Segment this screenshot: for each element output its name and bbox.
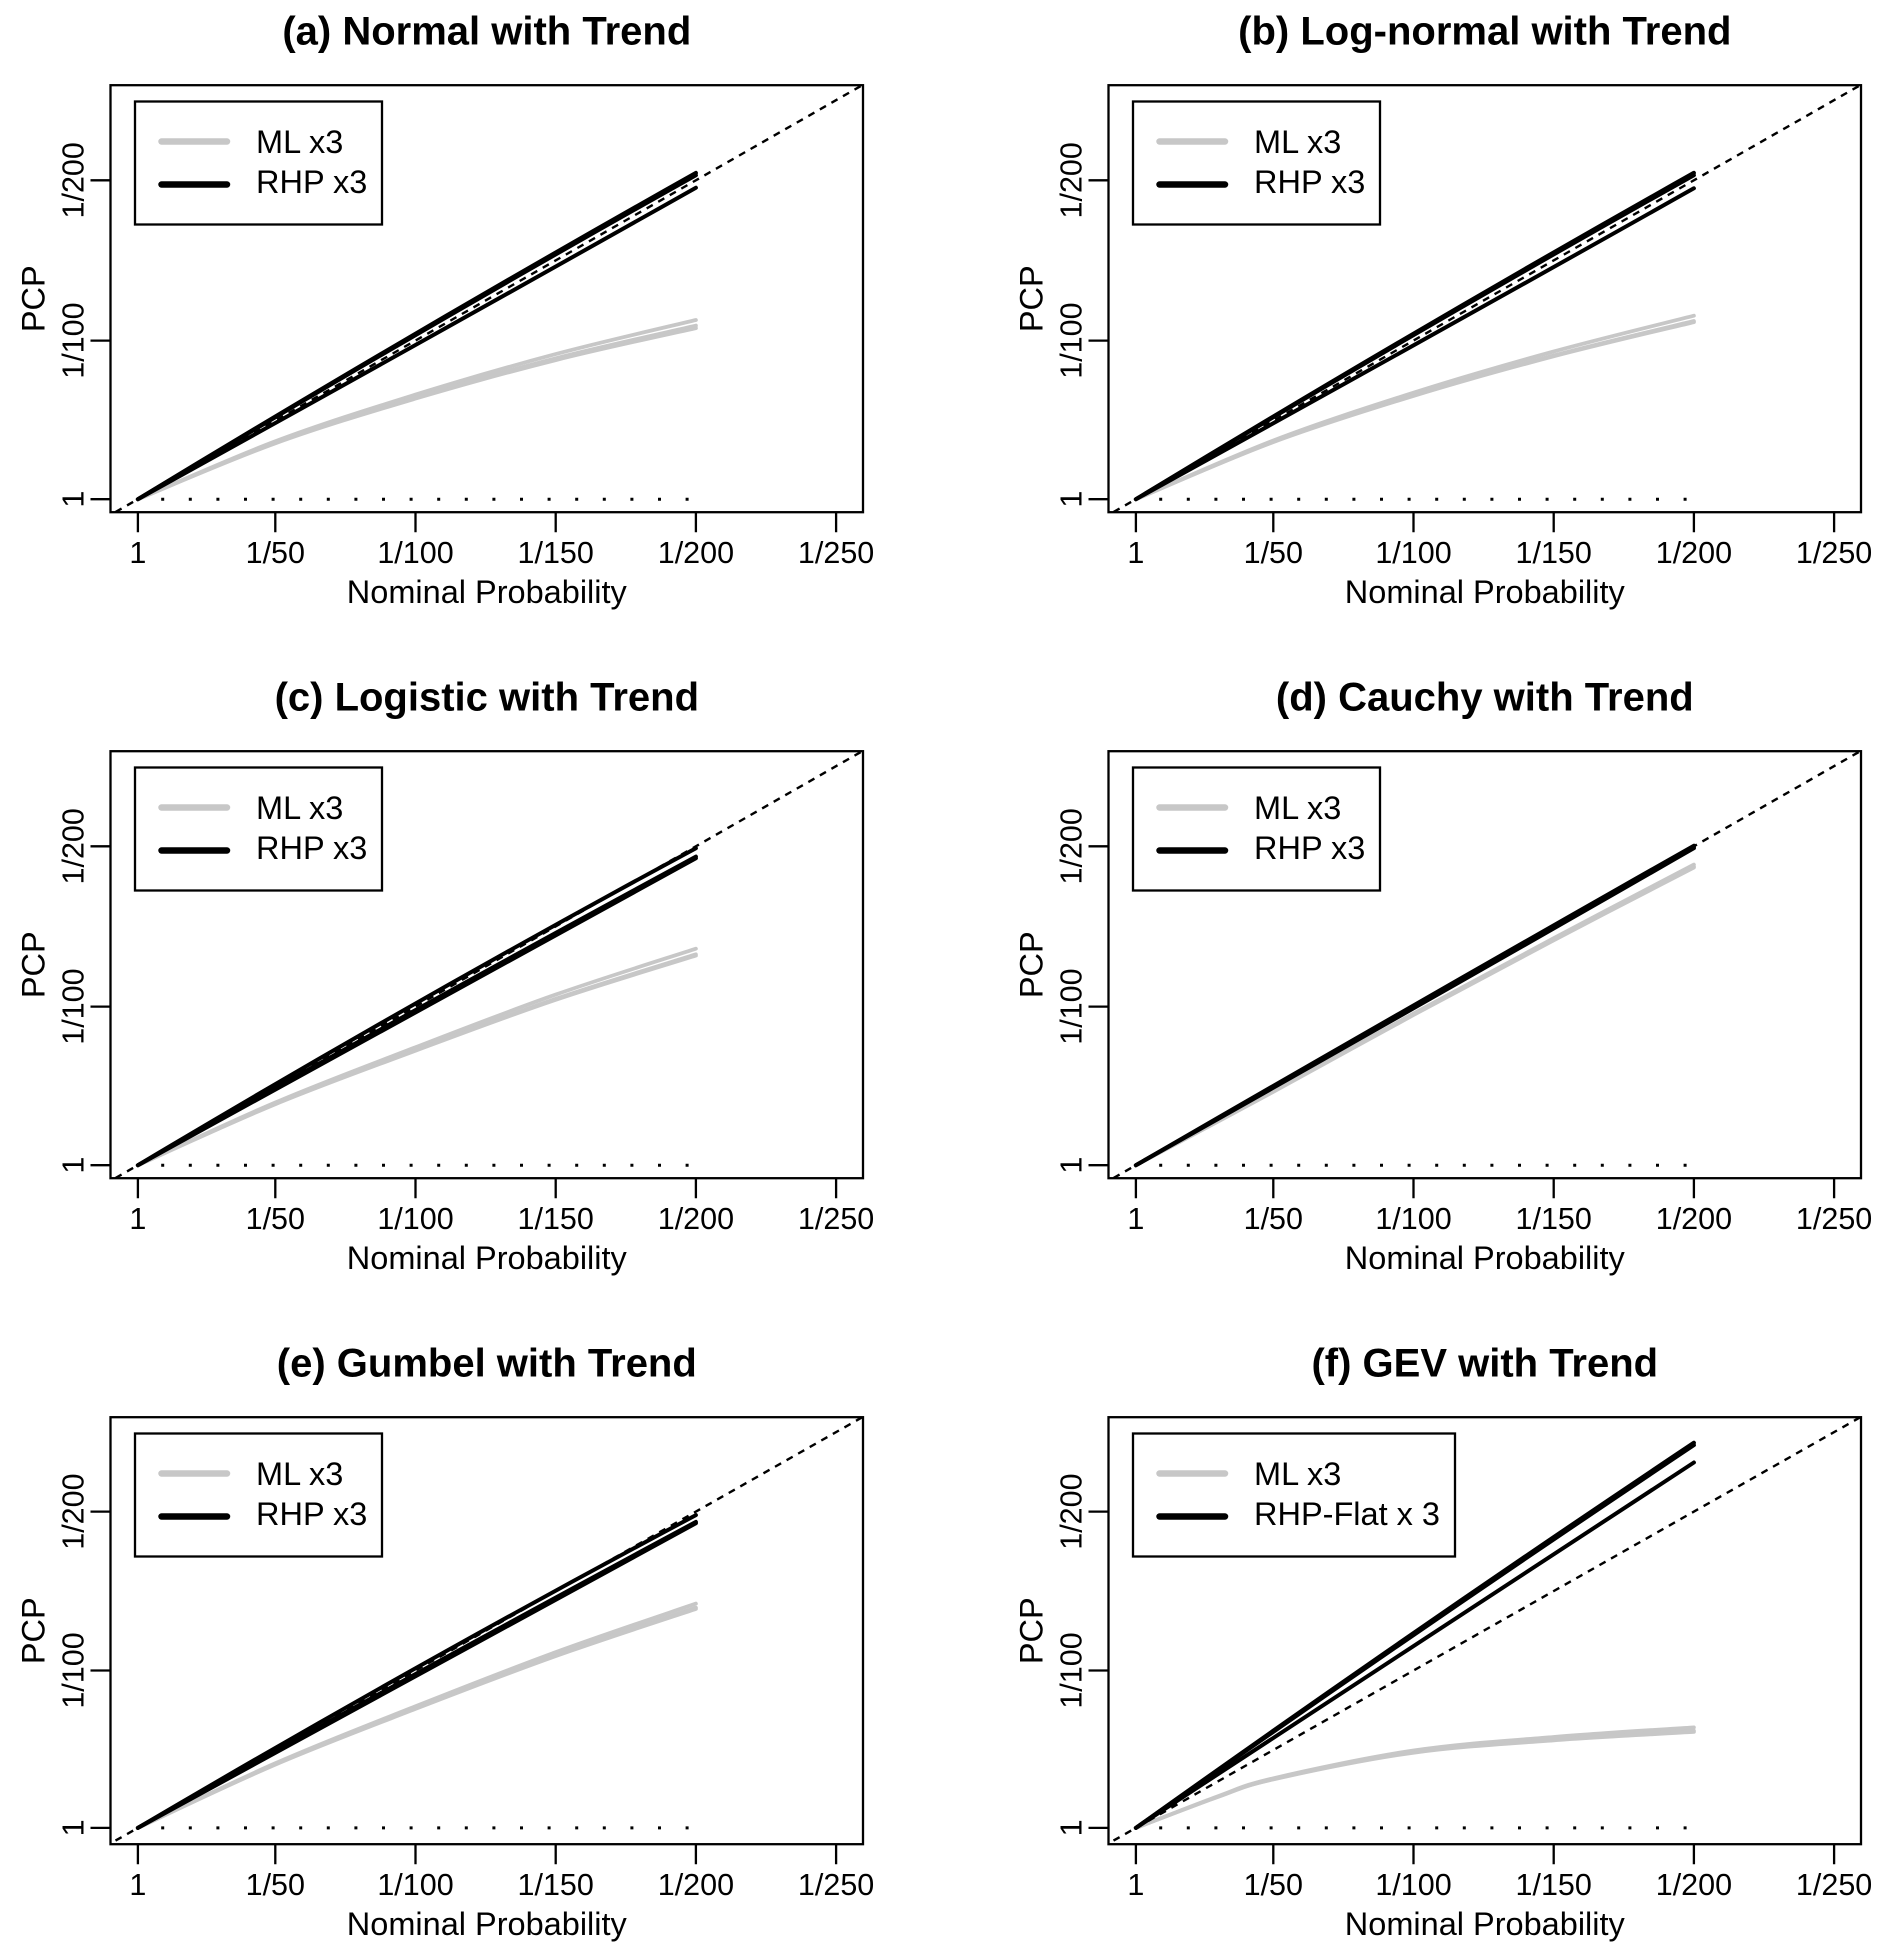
svg-text:Nominal Probability: Nominal Probability	[1345, 1240, 1626, 1276]
svg-text:PCP: PCP	[1014, 932, 1050, 999]
svg-text:1/100: 1/100	[377, 536, 453, 570]
svg-text:1/50: 1/50	[1244, 536, 1303, 570]
svg-text:Nominal Probability: Nominal Probability	[347, 574, 628, 610]
svg-text:ML x3: ML x3	[256, 1456, 343, 1492]
svg-text:1: 1	[57, 1819, 91, 1836]
svg-text:1/250: 1/250	[798, 1868, 874, 1902]
svg-text:1: 1	[1127, 1868, 1144, 1902]
svg-text:1/200: 1/200	[1656, 536, 1732, 570]
svg-text:1/50: 1/50	[246, 1202, 305, 1236]
svg-text:Nominal Probability: Nominal Probability	[347, 1240, 628, 1276]
svg-text:ML x3: ML x3	[1254, 124, 1341, 160]
svg-text:1: 1	[1055, 491, 1089, 508]
svg-text:1/50: 1/50	[1244, 1202, 1303, 1236]
svg-text:1/200: 1/200	[658, 1202, 734, 1236]
svg-text:(d) Cauchy with Trend: (d) Cauchy with Trend	[1276, 676, 1694, 720]
svg-text:1/200: 1/200	[1656, 1202, 1732, 1236]
svg-text:ML x3: ML x3	[256, 790, 343, 826]
svg-text:1/250: 1/250	[1796, 1202, 1872, 1236]
svg-text:1/100: 1/100	[57, 1632, 91, 1708]
svg-text:1/200: 1/200	[1055, 808, 1089, 884]
svg-text:1: 1	[1127, 1202, 1144, 1236]
svg-text:PCP: PCP	[1014, 1597, 1050, 1664]
svg-text:PCP: PCP	[1014, 265, 1050, 332]
svg-text:PCP: PCP	[16, 1597, 52, 1664]
svg-text:1/50: 1/50	[246, 1868, 305, 1902]
svg-text:1/50: 1/50	[246, 536, 305, 570]
svg-text:RHP x3: RHP x3	[1254, 164, 1365, 200]
svg-text:1/150: 1/150	[518, 1202, 594, 1236]
svg-text:1: 1	[57, 1157, 91, 1174]
svg-text:1/250: 1/250	[798, 536, 874, 570]
svg-text:1/250: 1/250	[798, 1202, 874, 1236]
svg-text:(b) Log-normal with Trend: (b) Log-normal with Trend	[1238, 9, 1731, 53]
svg-text:1/250: 1/250	[1796, 536, 1872, 570]
svg-text:ML x3: ML x3	[1254, 790, 1341, 826]
svg-text:(e) Gumbel with Trend: (e) Gumbel with Trend	[277, 1341, 697, 1385]
svg-text:(f) GEV with Trend: (f) GEV with Trend	[1311, 1341, 1658, 1385]
svg-text:Nominal Probability: Nominal Probability	[347, 1906, 628, 1942]
svg-text:1/200: 1/200	[658, 1868, 734, 1902]
svg-text:1/100: 1/100	[1375, 1202, 1451, 1236]
svg-text:1/150: 1/150	[1516, 1868, 1592, 1902]
svg-text:1/50: 1/50	[1244, 1868, 1303, 1902]
svg-text:ML x3: ML x3	[1254, 1456, 1341, 1492]
svg-text:1/200: 1/200	[1055, 1473, 1089, 1549]
svg-text:1/200: 1/200	[1055, 142, 1089, 218]
svg-text:(a) Normal with Trend: (a) Normal with Trend	[282, 9, 691, 53]
svg-text:1: 1	[129, 1868, 146, 1902]
svg-text:1/100: 1/100	[1375, 536, 1451, 570]
svg-text:1: 1	[129, 1202, 146, 1236]
svg-text:1/200: 1/200	[57, 142, 91, 218]
svg-text:PCP: PCP	[16, 265, 52, 332]
svg-text:1: 1	[1055, 1157, 1089, 1174]
svg-text:1/100: 1/100	[377, 1202, 453, 1236]
svg-text:1/150: 1/150	[1516, 1202, 1592, 1236]
svg-text:RHP-Flat x 3: RHP-Flat x 3	[1254, 1496, 1440, 1532]
svg-text:1/150: 1/150	[518, 536, 594, 570]
svg-text:(c) Logistic with Trend: (c) Logistic with Trend	[275, 676, 699, 720]
svg-text:1/100: 1/100	[1055, 1632, 1089, 1708]
svg-text:PCP: PCP	[16, 932, 52, 999]
svg-text:1/200: 1/200	[57, 808, 91, 884]
svg-text:1/200: 1/200	[658, 536, 734, 570]
svg-text:1/100: 1/100	[57, 302, 91, 378]
svg-text:1/100: 1/100	[1055, 969, 1089, 1045]
svg-text:1/100: 1/100	[377, 1868, 453, 1902]
svg-text:1/100: 1/100	[1375, 1868, 1451, 1902]
svg-text:RHP x3: RHP x3	[256, 1496, 367, 1532]
svg-text:1/150: 1/150	[518, 1868, 594, 1902]
svg-text:1: 1	[1127, 536, 1144, 570]
svg-text:1: 1	[57, 491, 91, 508]
svg-text:RHP x3: RHP x3	[256, 830, 367, 866]
svg-text:1: 1	[1055, 1819, 1089, 1836]
svg-text:RHP x3: RHP x3	[256, 164, 367, 200]
svg-text:1/250: 1/250	[1796, 1868, 1872, 1902]
svg-text:1/150: 1/150	[1516, 536, 1592, 570]
svg-text:Nominal Probability: Nominal Probability	[1345, 574, 1626, 610]
svg-text:1/100: 1/100	[1055, 302, 1089, 378]
svg-text:RHP x3: RHP x3	[1254, 830, 1365, 866]
svg-text:1: 1	[129, 536, 146, 570]
svg-text:Nominal Probability: Nominal Probability	[1345, 1906, 1626, 1942]
svg-text:1/100: 1/100	[57, 969, 91, 1045]
svg-text:1/200: 1/200	[57, 1473, 91, 1549]
svg-text:ML x3: ML x3	[256, 124, 343, 160]
svg-text:1/200: 1/200	[1656, 1868, 1732, 1902]
